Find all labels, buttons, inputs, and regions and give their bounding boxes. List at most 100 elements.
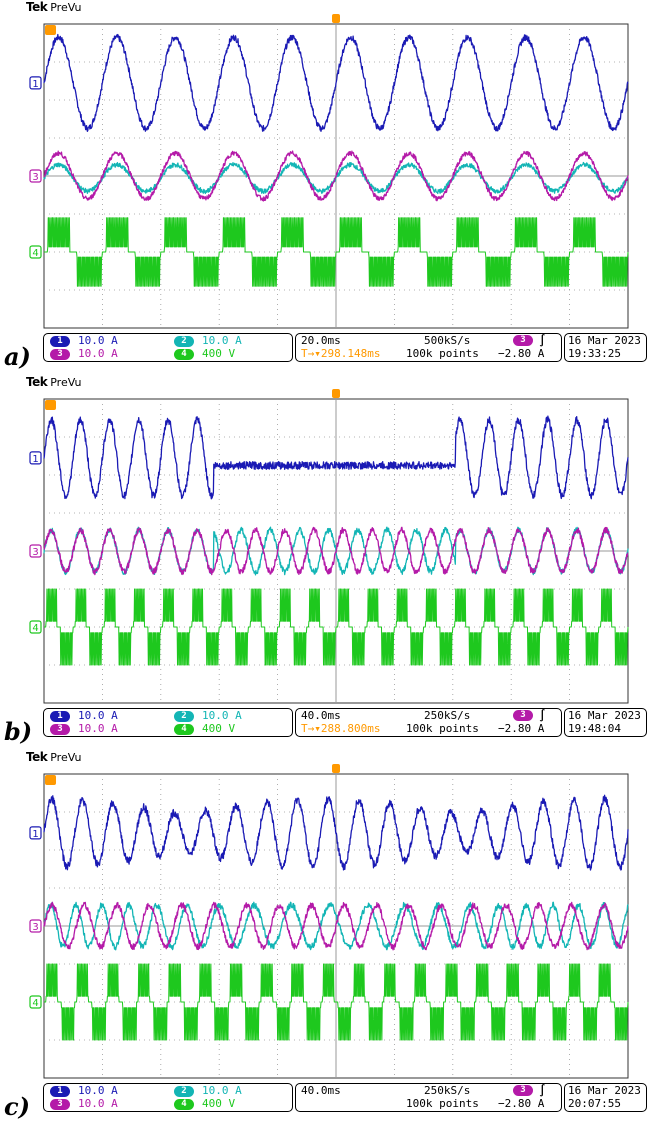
channel-marker-label: 1 xyxy=(32,79,38,90)
trigger-slope-icon: ∫ xyxy=(539,709,546,722)
ch4-scale: 4 400 V xyxy=(174,723,235,735)
ch4-badge: 4 xyxy=(174,1098,194,1110)
channel-scale-box: 1 10.0 A 2 10.0 A 3 10.0 A 4 400 V xyxy=(43,333,293,362)
trigger-level-marker xyxy=(45,25,56,35)
scope-header: Tek PreVu xyxy=(26,375,81,389)
trace-ch4 xyxy=(43,963,629,1041)
readout-bar: 1 10.0 A 2 10.0 A 3 10.0 A 4 400 V 40.0ms 25… xyxy=(43,708,647,738)
time-value: 20:07:55 xyxy=(568,1097,621,1110)
trace-ch2 xyxy=(43,901,629,951)
trigger-level-value: −2.80 A xyxy=(498,722,545,735)
ch4-badge: 4 xyxy=(174,723,194,735)
ch2-scale: 2 10.0 A xyxy=(174,335,242,347)
channel-marker-ch1: 1 xyxy=(29,826,42,840)
acquisition-box: 40.0ms 250kS/s 100k points 3 ∫ −2.80 A xyxy=(295,1083,562,1112)
timebase-value: 40.0ms xyxy=(301,709,341,722)
ch3-scale-value: 10.0 A xyxy=(78,1097,118,1110)
ch2-badge: 2 xyxy=(174,1085,194,1097)
ch2-scale-value: 10.0 A xyxy=(202,709,242,722)
channel-marker-ch1: 1 xyxy=(29,76,42,90)
channel-marker-label: 4 xyxy=(32,623,38,634)
position-readout: T→▾288.800ms xyxy=(301,722,381,735)
trigger-slope-icon: ∫ xyxy=(539,334,546,347)
channel-scale-box: 1 10.0 A 2 10.0 A 3 10.0 A 4 400 V xyxy=(43,1083,293,1112)
channel-marker-label: 1 xyxy=(32,454,38,465)
channel-marker-ch4: 4 xyxy=(29,995,42,1009)
trigger-level-value: −2.80 A xyxy=(498,347,545,360)
trace-ch1 xyxy=(43,415,629,500)
trace-ch3 xyxy=(43,526,629,576)
ch1-badge: 1 xyxy=(50,710,70,722)
ch4-scale: 4 400 V xyxy=(174,348,235,360)
ch1-scale-value: 10.0 A xyxy=(78,334,118,347)
oscilloscope-screen: 1 3 4 xyxy=(29,764,629,1079)
time-value: 19:48:04 xyxy=(568,722,621,735)
oscilloscope-screen: 1 3 4 xyxy=(29,14,629,329)
ch1-scale: 1 10.0 A xyxy=(50,710,118,722)
panel-c: Tek PreVu 1 3 4 1 10.0 A 2 10.0 A 3 10.0 A 4 40… xyxy=(0,750,647,1125)
channel-scale-box: 1 10.0 A 2 10.0 A 3 10.0 A 4 400 V xyxy=(43,708,293,737)
ch2-scale: 2 10.0 A xyxy=(174,1085,242,1097)
scope-header: Tek PreVu xyxy=(26,750,81,764)
trace-ch3 xyxy=(43,901,629,951)
ch2-badge: 2 xyxy=(174,710,194,722)
ch2-scale: 2 10.0 A xyxy=(174,710,242,722)
trigger-level-value: −2.80 A xyxy=(498,1097,545,1110)
ch3-scale: 3 10.0 A xyxy=(50,1098,118,1110)
datetime-box: 16 Mar 2023 20:07:55 xyxy=(564,1083,647,1112)
ch4-scale-value: 400 V xyxy=(202,347,236,360)
date-value: 16 Mar 2023 xyxy=(568,1084,641,1097)
channel-marker-label: 3 xyxy=(32,922,38,933)
timebase-value: 40.0ms xyxy=(301,1084,341,1097)
record-length-value: 100k points xyxy=(406,1097,479,1110)
channel-marker-ch3: 3 xyxy=(29,919,42,933)
datetime-box: 16 Mar 2023 19:33:25 xyxy=(564,333,647,362)
position-readout: T→▾298.148ms xyxy=(301,347,381,360)
panel-label: c) xyxy=(4,1092,30,1121)
trace-ch3 xyxy=(43,150,629,202)
ch4-scale-value: 400 V xyxy=(202,722,236,735)
trigger-channel-badge: 3 xyxy=(513,335,533,346)
channel-marker-label: 3 xyxy=(32,172,38,183)
trace-ch4 xyxy=(43,217,629,287)
readout-bar: 1 10.0 A 2 10.0 A 3 10.0 A 4 400 V 20.0ms 50… xyxy=(43,333,647,363)
trace-ch4 xyxy=(43,588,629,666)
ch3-badge: 3 xyxy=(50,348,70,360)
ch1-badge: 1 xyxy=(50,335,70,347)
ch2-scale-value: 10.0 A xyxy=(202,1084,242,1097)
trigger-time-marker xyxy=(332,389,340,398)
sample-rate-value: 250kS/s xyxy=(424,709,471,722)
time-value: 19:33:25 xyxy=(568,347,621,360)
ch4-scale-value: 400 V xyxy=(202,1097,236,1110)
ch2-scale-value: 10.0 A xyxy=(202,334,242,347)
ch2-badge: 2 xyxy=(174,335,194,347)
mode-label: PreVu xyxy=(50,751,82,764)
ch1-scale-value: 10.0 A xyxy=(78,1084,118,1097)
acquisition-box: 20.0ms 500kS/s T→▾298.148ms 100k points … xyxy=(295,333,562,362)
ch3-badge: 3 xyxy=(50,1098,70,1110)
channel-marker-label: 1 xyxy=(32,829,38,840)
channel-marker-label: 3 xyxy=(32,547,38,558)
panel-label: a) xyxy=(4,342,31,371)
mode-label: PreVu xyxy=(50,1,82,14)
trigger-level-marker xyxy=(45,775,56,785)
trace-ch1 xyxy=(43,33,629,132)
ch4-badge: 4 xyxy=(174,348,194,360)
channel-marker-ch4: 4 xyxy=(29,245,42,259)
record-length-value: 100k points xyxy=(406,722,479,735)
channel-marker-label: 4 xyxy=(32,998,38,1009)
trigger-slope-icon: ∫ xyxy=(539,1084,546,1097)
scope-header: Tek PreVu xyxy=(26,0,81,14)
channel-marker-ch4: 4 xyxy=(29,620,42,634)
trace-ch1 xyxy=(43,794,629,871)
ch1-scale-value: 10.0 A xyxy=(78,709,118,722)
ch1-scale: 1 10.0 A xyxy=(50,335,118,347)
ch3-badge: 3 xyxy=(50,723,70,735)
readout-bar: 1 10.0 A 2 10.0 A 3 10.0 A 4 400 V 40.0ms 25… xyxy=(43,1083,647,1113)
channel-marker-ch3: 3 xyxy=(29,169,42,183)
sample-rate-value: 250kS/s xyxy=(424,1084,471,1097)
datetime-box: 16 Mar 2023 19:48:04 xyxy=(564,708,647,737)
channel-marker-ch3: 3 xyxy=(29,544,42,558)
